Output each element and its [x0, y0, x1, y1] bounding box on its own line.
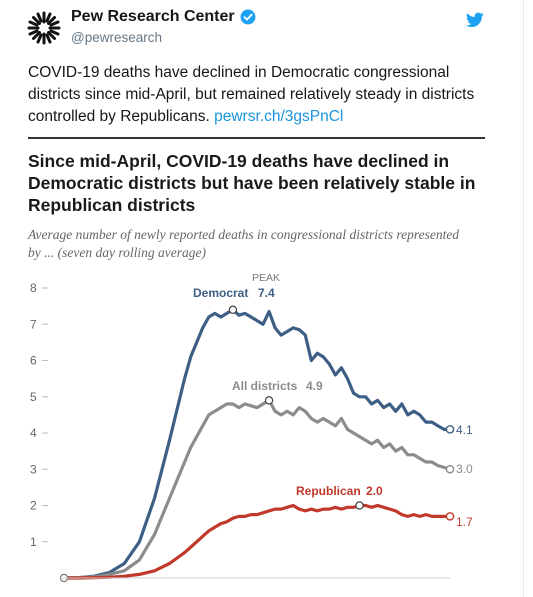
- chart-top-rule: [28, 137, 485, 139]
- y-tick-label: 8: [30, 281, 37, 295]
- y-tick-label: 5: [30, 390, 37, 404]
- account-name[interactable]: Pew Research Center: [71, 8, 235, 25]
- y-tick-label: 3: [30, 462, 37, 476]
- series-line: [63, 398, 451, 580]
- y-tick-label: 1: [30, 535, 37, 549]
- series-end-value: 1.7: [456, 515, 473, 529]
- peak-marker: [355, 501, 364, 510]
- account-name-row[interactable]: Pew Research Center: [71, 8, 256, 26]
- verified-badge-icon: [240, 9, 256, 25]
- series-peak-value: 4.9: [306, 379, 323, 393]
- series-peak-value: 7.4: [258, 286, 275, 300]
- twitter-bird-icon[interactable]: [466, 12, 484, 28]
- chart-title: Since mid-April, COVID-19 deaths have de…: [28, 151, 476, 215]
- end-marker: [445, 425, 455, 434]
- series-label: Democrat: [193, 286, 248, 300]
- series-label: Republican: [296, 484, 361, 498]
- pew-logo-avatar-icon[interactable]: [26, 10, 62, 46]
- series-end-value: 3.0: [456, 462, 473, 476]
- series-end-value: 4.1: [456, 423, 473, 437]
- peak-marker: [228, 305, 238, 314]
- line-chart: 8 7 6 5 4 3 2 1 Democrat 7.4 4.1 All districts 4.9 3.…: [30, 272, 473, 583]
- end-marker: [445, 464, 455, 474]
- chart-subtitle: Average number of newly reported deaths …: [28, 227, 460, 260]
- tweet-text: COVID-19 deaths have declined in Democra…: [28, 62, 488, 128]
- account-handle[interactable]: @pewresearch: [71, 30, 162, 45]
- y-tick-label: 7: [30, 317, 37, 331]
- tweet-link[interactable]: pewrsr.ch/3gsPnCl: [214, 108, 344, 125]
- y-tick-label: 2: [30, 499, 37, 513]
- peak-label: PEAK: [252, 272, 280, 284]
- end-marker: [445, 512, 455, 521]
- series-label: All districts: [232, 379, 298, 393]
- y-tick-label: 6: [30, 354, 37, 368]
- series-line: [64, 503, 450, 580]
- series-line: [63, 308, 450, 580]
- series-peak-value: 2.0: [366, 484, 383, 498]
- tweet-body: COVID-19 deaths have declined in Democra…: [28, 64, 475, 125]
- peak-marker: [264, 396, 274, 405]
- y-tick-label: 4: [30, 426, 37, 440]
